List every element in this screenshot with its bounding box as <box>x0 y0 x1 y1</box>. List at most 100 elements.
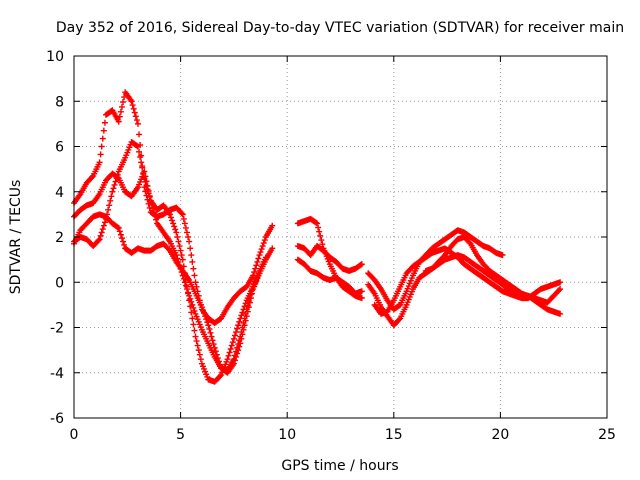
data-point <box>557 279 564 286</box>
data-point <box>173 229 180 236</box>
data-point <box>262 254 269 261</box>
y-tick-label: 4 <box>55 185 64 201</box>
y-tick-label: 6 <box>55 140 64 156</box>
data-point <box>233 353 240 360</box>
data-point <box>121 241 128 248</box>
data-point <box>109 188 116 195</box>
data-point <box>319 241 326 248</box>
data-point <box>396 316 403 323</box>
data-point <box>99 135 106 142</box>
data-point <box>252 265 259 272</box>
data-point <box>396 302 403 309</box>
data-point <box>190 321 197 328</box>
data-point <box>207 329 214 336</box>
data-point <box>209 337 216 344</box>
data-point <box>259 243 266 250</box>
data-point <box>228 342 235 349</box>
data-point <box>231 357 238 364</box>
data-point <box>120 238 127 245</box>
data-point <box>97 232 104 239</box>
data-point <box>236 343 243 350</box>
data-point <box>97 151 104 158</box>
data-point <box>105 206 112 213</box>
data-point <box>182 224 189 231</box>
data-point <box>210 341 217 348</box>
x-tick-label: 0 <box>70 427 79 443</box>
data-point <box>114 174 121 181</box>
data-point <box>195 347 202 354</box>
data-point <box>168 214 175 221</box>
data-point <box>499 252 506 259</box>
data-point <box>133 142 140 149</box>
data-point <box>260 240 267 247</box>
x-tick-label: 5 <box>176 427 185 443</box>
data-layer <box>71 89 564 385</box>
data-point <box>172 226 179 233</box>
data-point <box>116 113 123 120</box>
series-track-d <box>71 211 263 376</box>
data-point <box>98 229 105 236</box>
data-point <box>257 249 264 256</box>
series-track-a <box>71 138 276 385</box>
x-tick-label: 25 <box>598 427 616 443</box>
data-point <box>213 351 220 358</box>
data-point <box>466 239 473 246</box>
data-point <box>182 282 189 289</box>
data-point <box>243 313 250 320</box>
data-point <box>108 193 115 200</box>
data-point <box>142 178 149 185</box>
data-point <box>100 222 107 229</box>
plot-frame <box>73 55 608 419</box>
data-point <box>116 228 123 235</box>
data-point <box>175 238 182 245</box>
series-track-f <box>294 243 365 274</box>
data-point <box>115 118 122 125</box>
data-point <box>261 237 268 244</box>
data-point <box>239 331 246 338</box>
data-point <box>358 295 365 302</box>
data-point <box>181 279 188 286</box>
series-track-k <box>422 252 564 306</box>
data-point <box>225 352 232 359</box>
data-point <box>129 102 136 109</box>
data-point <box>186 238 193 245</box>
data-point <box>245 298 252 305</box>
data-point <box>204 319 211 326</box>
data-point <box>217 361 224 368</box>
axes: 0 5 10 15 20 25 -6 -4 -2 0 2 4 6 8 10 <box>46 49 616 443</box>
data-point <box>234 325 241 332</box>
data-point <box>217 373 224 380</box>
data-point <box>246 299 253 306</box>
data-point <box>241 322 248 329</box>
data-point <box>138 159 145 166</box>
data-point <box>142 188 149 195</box>
data-point <box>95 237 102 244</box>
data-point <box>191 307 198 314</box>
data-point <box>233 329 240 336</box>
data-point <box>194 342 201 349</box>
data-point <box>134 120 141 127</box>
data-point <box>239 309 246 316</box>
data-point <box>206 326 213 333</box>
data-point <box>244 308 251 315</box>
data-point <box>136 148 143 155</box>
data-point <box>141 184 148 191</box>
x-tick-label: 15 <box>385 427 403 443</box>
y-tick-label: 10 <box>46 49 64 65</box>
data-point <box>185 289 192 296</box>
data-point <box>186 292 193 299</box>
y-tick-label: -2 <box>50 321 64 337</box>
grid <box>74 56 607 418</box>
data-point <box>144 196 151 203</box>
data-point <box>147 197 154 204</box>
data-point <box>191 272 198 279</box>
data-point <box>197 356 204 363</box>
data-point <box>180 215 187 222</box>
data-point <box>96 236 103 243</box>
data-point <box>169 217 176 224</box>
data-point <box>114 224 121 231</box>
data-point <box>181 220 188 227</box>
data-point <box>251 269 258 276</box>
data-point <box>173 252 180 259</box>
data-point <box>189 301 196 308</box>
